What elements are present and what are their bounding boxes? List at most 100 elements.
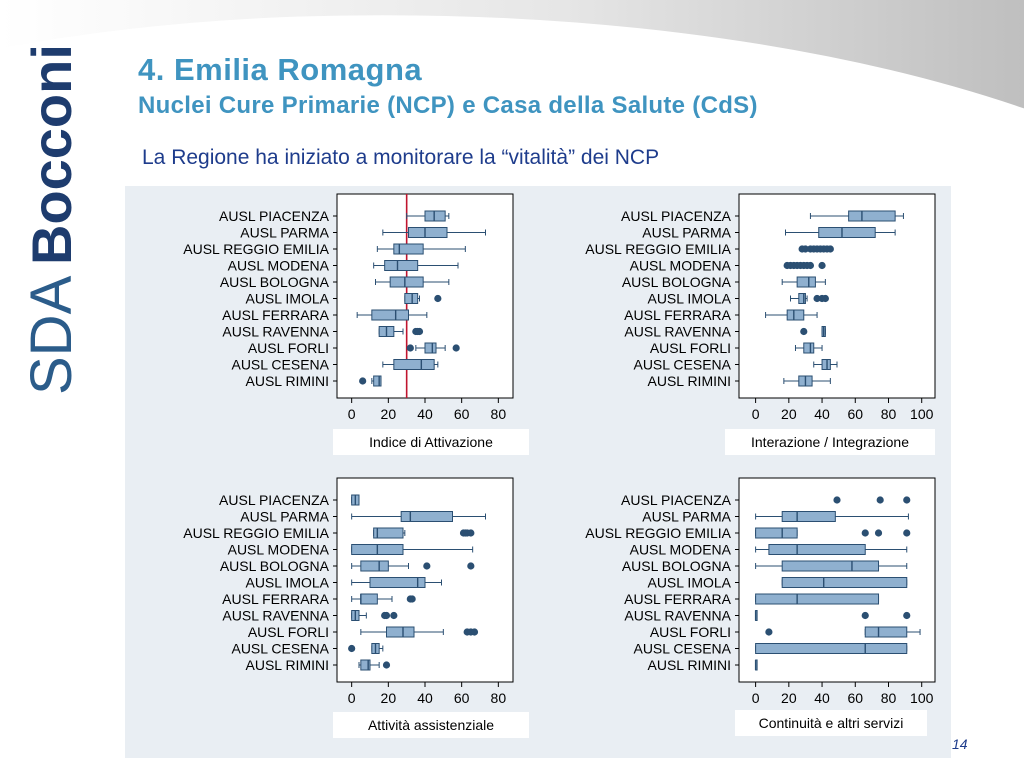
category-label: AUSL MODENA — [228, 542, 330, 558]
box — [373, 527, 404, 539]
xlabel-box — [725, 429, 935, 455]
box — [755, 643, 908, 654]
page-subtitle: Nuclei Cure Primarie (NCP) e Casa della … — [138, 92, 758, 119]
outlier-point — [821, 294, 829, 303]
outlier-point — [833, 496, 841, 504]
chart-panel: 0 20 40 60 80 AUSL PIACENZA AUSL PARMA AUSL REG… — [125, 186, 951, 758]
outlier-point — [826, 245, 834, 253]
box — [360, 659, 371, 671]
box — [803, 342, 815, 354]
outlier-point — [359, 377, 367, 385]
category-label: AUSL PARMA — [642, 509, 731, 525]
outlier-point — [470, 628, 479, 636]
category-label: AUSL BOLOGNA — [622, 558, 732, 574]
outlier-point — [818, 261, 826, 270]
category-label: AUSL PIACENZA — [219, 492, 330, 508]
outlier-point — [874, 529, 883, 537]
x-tick-label: 80 — [491, 406, 507, 422]
box — [386, 626, 415, 638]
x-tick-label: 40 — [814, 690, 830, 706]
category-label: AUSL BOLOGNA — [220, 558, 330, 574]
x-tick-label: 40 — [814, 406, 830, 422]
x-tick-label: 20 — [381, 406, 397, 422]
x-tick-label: 0 — [348, 406, 356, 422]
outlier-point — [406, 344, 414, 352]
box — [371, 309, 409, 321]
category-label: AUSL RIMINI — [246, 373, 330, 389]
box — [369, 577, 426, 588]
category-label: AUSL FORLI — [650, 340, 731, 356]
category-label: AUSL CESENA — [633, 357, 731, 373]
outlier-point — [876, 496, 884, 504]
category-label: AUSL RAVENNA — [222, 324, 329, 340]
x-tick-label: 100 — [910, 690, 934, 706]
outlier-point — [467, 529, 475, 537]
box — [848, 210, 896, 222]
category-label: AUSL IMOLA — [647, 575, 731, 591]
x-tick-label: 20 — [781, 406, 797, 422]
outlier-point — [800, 327, 808, 336]
box — [373, 375, 382, 387]
category-label: AUSL CESENA — [231, 641, 329, 657]
outlier-point — [861, 611, 869, 620]
category-label: AUSL REGGIO EMILIA — [183, 241, 329, 257]
box — [424, 342, 437, 354]
box — [384, 260, 419, 271]
logo-bocconi-text: Bocconi — [20, 44, 83, 265]
outlier-point — [434, 294, 442, 303]
category-label: AUSL RIMINI — [648, 657, 732, 673]
box — [393, 359, 435, 370]
category-label: AUSL FERRARA — [222, 591, 330, 607]
page-number: 14 — [952, 736, 968, 752]
x-tick-label: 100 — [910, 406, 934, 422]
outlier-point — [423, 562, 431, 570]
box — [796, 276, 816, 288]
category-label: AUSL IMOLA — [245, 575, 329, 591]
x-tick-label: 40 — [417, 690, 433, 706]
category-label: AUSL CESENA — [633, 641, 731, 657]
x-axis-label: Indice di Attivazione — [369, 434, 493, 450]
category-label: AUSL PARMA — [642, 225, 731, 241]
category-label: AUSL RIMINI — [246, 657, 330, 673]
outlier-point — [903, 496, 911, 504]
outlier-point — [390, 611, 398, 620]
lead-text: La Regione ha iniziato a monitorare la “… — [142, 146, 660, 169]
outlier-point — [765, 628, 773, 636]
xlabel-box — [333, 429, 529, 455]
box — [755, 527, 798, 539]
category-label: AUSL RAVENNA — [624, 608, 731, 624]
outlier-point — [382, 611, 391, 620]
category-label: AUSL FORLI — [248, 624, 329, 640]
box — [864, 626, 908, 638]
category-label: AUSL REGGIO EMILIA — [585, 241, 731, 257]
logo-sda-text: SDA — [19, 275, 84, 395]
x-tick-label: 80 — [881, 690, 897, 706]
category-label: AUSL FORLI — [248, 340, 329, 356]
outlier-point — [903, 611, 911, 620]
category-label: AUSL PIACENZA — [621, 492, 732, 508]
category-label: AUSL MODENA — [630, 258, 732, 274]
x-axis-label: Continuità e altri servizi — [759, 715, 904, 731]
x-tick-label: 60 — [847, 690, 863, 706]
category-label: AUSL FERRARA — [624, 591, 732, 607]
box — [424, 210, 446, 222]
box — [818, 227, 876, 238]
header-swoosh — [0, 0, 1024, 112]
outlier-point — [467, 562, 475, 570]
box — [400, 511, 453, 522]
x-tick-label: 0 — [752, 406, 760, 422]
outlier-point — [348, 644, 356, 653]
box — [798, 293, 806, 304]
category-label: AUSL FERRARA — [222, 307, 330, 323]
x-tick-label: 80 — [491, 690, 507, 706]
xlabel-box — [735, 710, 927, 736]
x-tick-label: 80 — [881, 406, 897, 422]
category-label: AUSL PIACENZA — [219, 208, 330, 224]
outlier-point — [408, 595, 416, 603]
x-tick-label: 0 — [348, 690, 356, 706]
box — [393, 243, 424, 255]
category-label: AUSL FORLI — [650, 624, 731, 640]
